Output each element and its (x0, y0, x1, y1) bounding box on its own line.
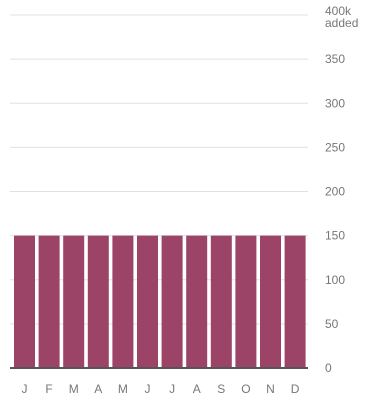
bar (260, 235, 281, 368)
y-tick-label: 250 (325, 140, 345, 154)
y-tick-label: 0 (325, 361, 332, 375)
y-tick-label: 300 (325, 96, 345, 110)
x-tick-label: J (145, 382, 151, 396)
bars (14, 235, 306, 368)
x-tick-label: M (118, 382, 128, 396)
bar (161, 235, 183, 368)
y-tick-label: 50 (325, 317, 339, 331)
x-tick-label: J (22, 382, 28, 396)
bar (38, 235, 60, 368)
bar (63, 235, 85, 368)
bar (112, 235, 134, 368)
bar (137, 235, 158, 368)
y-tick-label: 350 (325, 52, 345, 66)
x-tick-label: D (291, 382, 300, 396)
y-tick-label: 200 (325, 185, 345, 199)
y-tick-sublabel: added (325, 16, 358, 30)
x-tick-label: A (193, 382, 201, 396)
x-tick-label: O (241, 382, 250, 396)
gridlines (10, 14, 308, 325)
x-tick-label: J (169, 382, 175, 396)
x-tick-label: F (45, 382, 52, 396)
x-tick-label: S (217, 382, 225, 396)
y-tick-label: 150 (325, 229, 345, 243)
x-tick-label: A (94, 382, 102, 396)
x-tick-label: M (69, 382, 79, 396)
bar (186, 235, 208, 368)
y-tick-label: 400k (325, 4, 352, 18)
x-tick-label: N (266, 382, 275, 396)
y-tick-label: 100 (325, 273, 345, 287)
bar (235, 235, 257, 368)
bar (14, 235, 35, 368)
bar (87, 235, 109, 368)
bar (284, 235, 306, 368)
bar (210, 235, 232, 368)
